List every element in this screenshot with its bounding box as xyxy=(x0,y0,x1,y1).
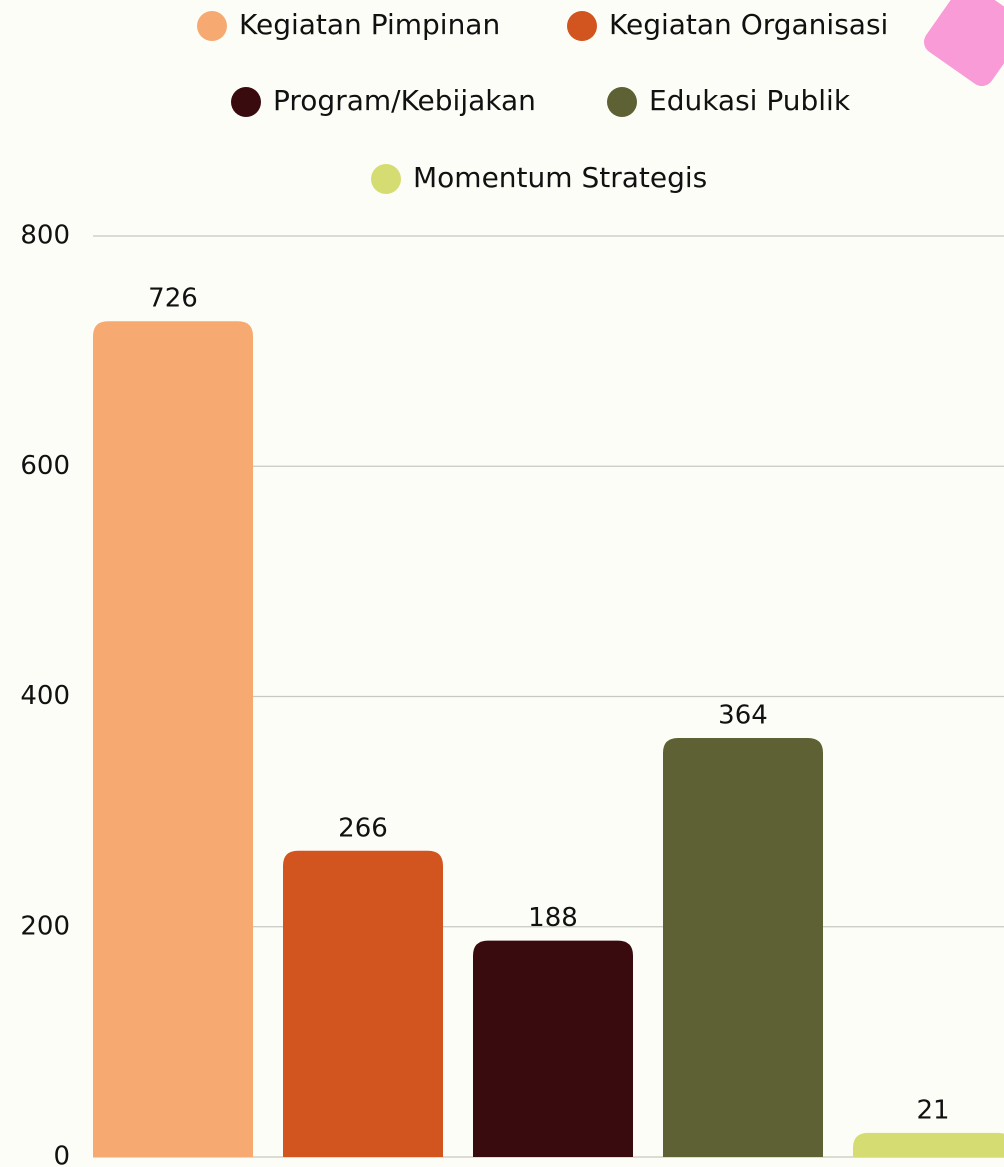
y-tick-label: 800 xyxy=(20,221,70,251)
y-tick-label: 0 xyxy=(53,1142,70,1167)
legend-swatch xyxy=(371,164,401,194)
bar xyxy=(473,940,633,1157)
y-tick-label: 200 xyxy=(20,911,70,941)
bar xyxy=(93,321,253,1157)
legend-swatch xyxy=(197,11,227,41)
value-label: 188 xyxy=(528,903,578,933)
legend-swatch xyxy=(567,11,597,41)
legend-label: Kegiatan Pimpinan xyxy=(239,8,500,41)
legend-swatch xyxy=(231,87,261,117)
bar xyxy=(663,737,823,1157)
value-label: 21 xyxy=(916,1095,949,1125)
value-label: 726 xyxy=(148,284,198,314)
legend-label: Edukasi Publik xyxy=(649,84,851,117)
decoration xyxy=(924,0,1004,86)
legend-swatch xyxy=(607,87,637,117)
legend-label: Program/Kebijakan xyxy=(273,84,536,117)
bar xyxy=(283,850,443,1157)
value-label: 266 xyxy=(338,813,388,843)
value-label: 364 xyxy=(718,700,768,730)
y-tick-label: 600 xyxy=(20,451,70,481)
legend-label: Momentum Strategis xyxy=(413,161,707,194)
legend-label: Kegiatan Organisasi xyxy=(609,8,888,41)
y-tick-label: 400 xyxy=(20,681,70,711)
bar xyxy=(853,1132,1004,1157)
